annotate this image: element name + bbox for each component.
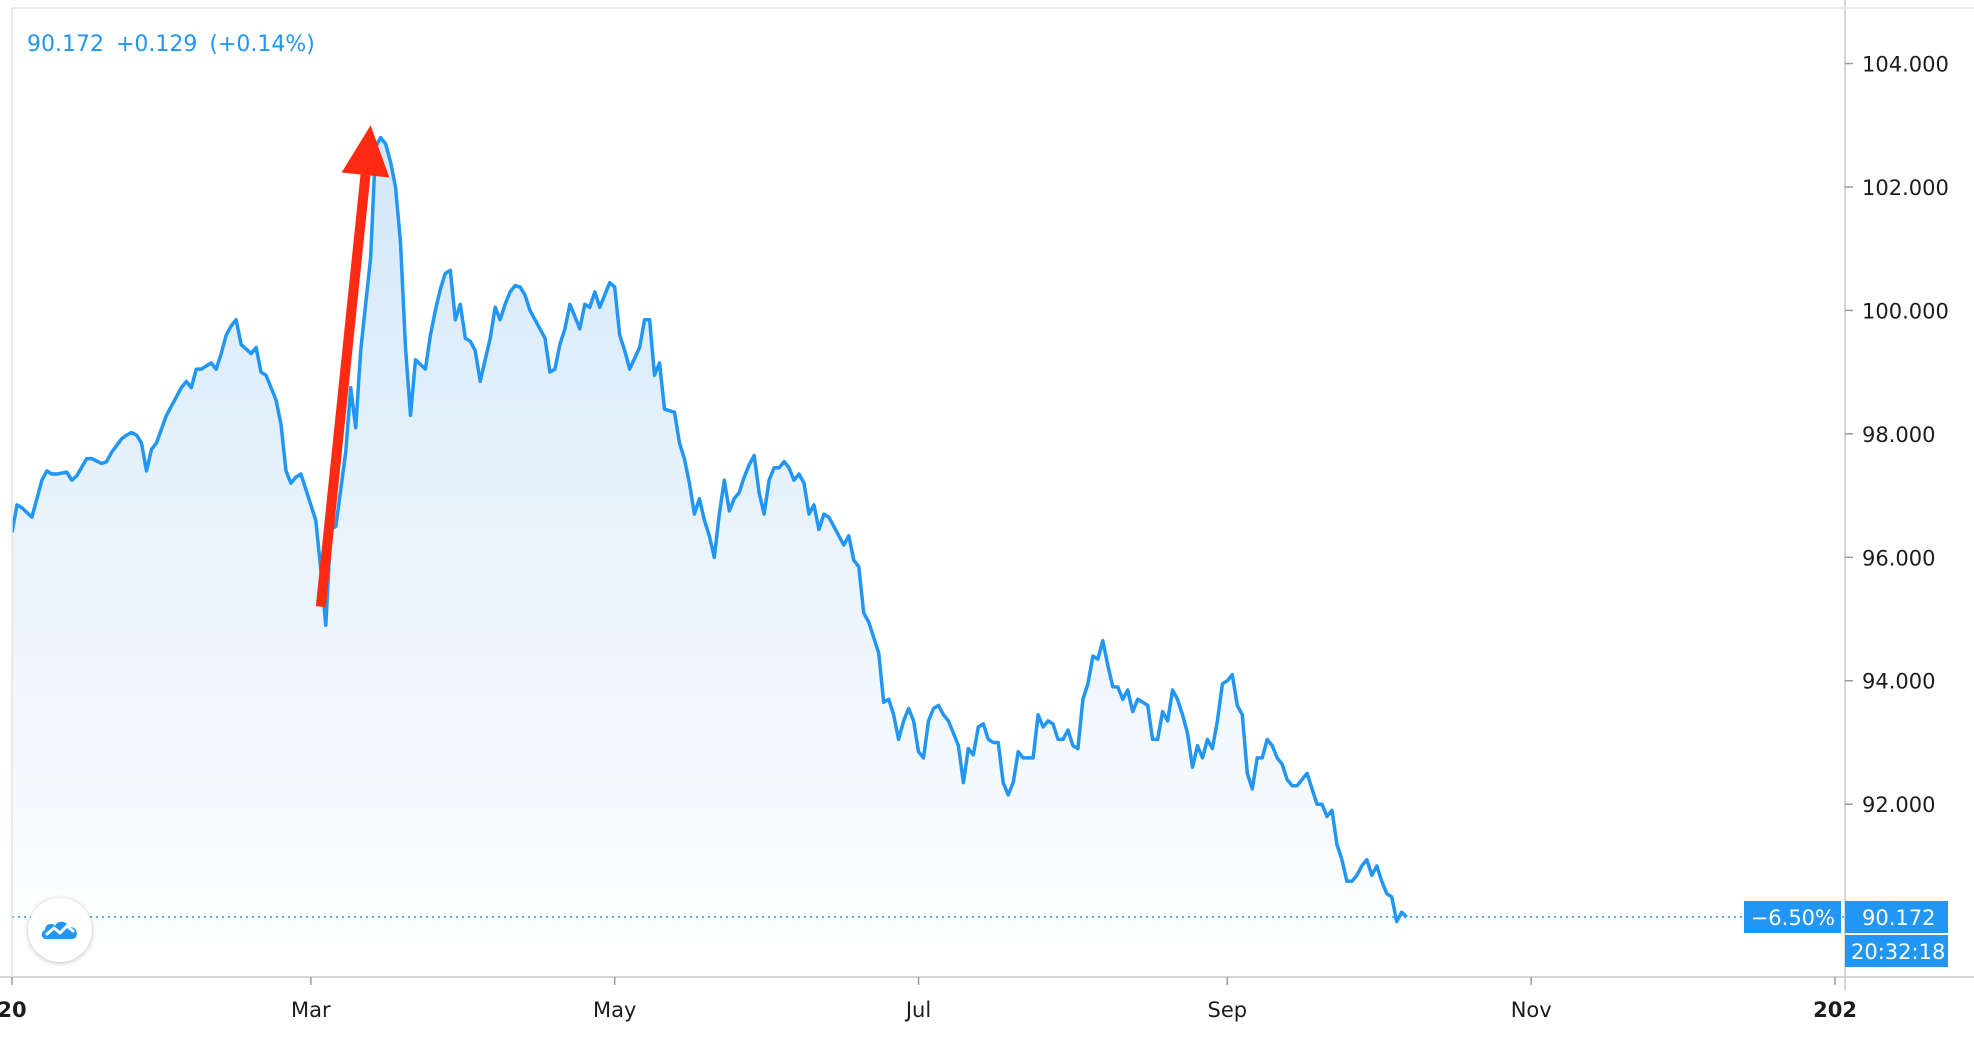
tradingview-cloud-icon[interactable] [28, 898, 92, 962]
y-tick-label: 92.000 [1862, 793, 1935, 817]
y-tick-label: 104.000 [1862, 53, 1949, 77]
countdown-text: 20:32:18 [1851, 940, 1945, 964]
x-tick-label: Sep [1208, 998, 1248, 1022]
legend-change-pct: (+0.14%) [209, 32, 315, 57]
y-tick-label: 98.000 [1862, 423, 1935, 447]
price-axis: 92.000 94.000 96.000 98.000 100.000 102.000 10… [1845, 53, 1949, 817]
countdown-badge [1845, 935, 1948, 968]
x-tick-label: Jul [904, 998, 931, 1022]
legend-last-value: 90.172 [27, 32, 104, 57]
y-tick-label: 96.000 [1862, 546, 1935, 570]
time-axis: 20 Mar May Jul Sep Nov 202 [0, 977, 1857, 1022]
legend-change: +0.129 [115, 32, 198, 57]
series-legend: 90.172 +0.129 (+0.14%) [27, 32, 327, 57]
x-tick-label: Mar [291, 998, 331, 1022]
x-tick-label: 202 [1813, 998, 1857, 1022]
pct-change-text: −6.50% [1751, 906, 1835, 930]
price-badges: −6.50% 90.172 20:32:18 [1744, 901, 1948, 968]
last-price-badge [1845, 901, 1948, 934]
x-tick-label: May [593, 998, 636, 1022]
y-tick-label: 94.000 [1862, 670, 1935, 694]
x-tick-label: Nov [1511, 998, 1552, 1022]
pct-change-badge [1744, 901, 1841, 934]
y-tick-label: 100.000 [1862, 299, 1949, 323]
price-area-fill [12, 137, 1407, 977]
y-tick-label: 102.000 [1862, 176, 1949, 200]
logo-cloud-shape [41, 921, 77, 939]
arrow-shaft [315, 174, 371, 608]
arrow-head [341, 125, 390, 178]
annotation-arrow [315, 125, 390, 608]
price-series-line [12, 135, 1408, 924]
last-price-text: 90.172 [1862, 906, 1935, 930]
x-tick-label: 20 [0, 998, 27, 1022]
